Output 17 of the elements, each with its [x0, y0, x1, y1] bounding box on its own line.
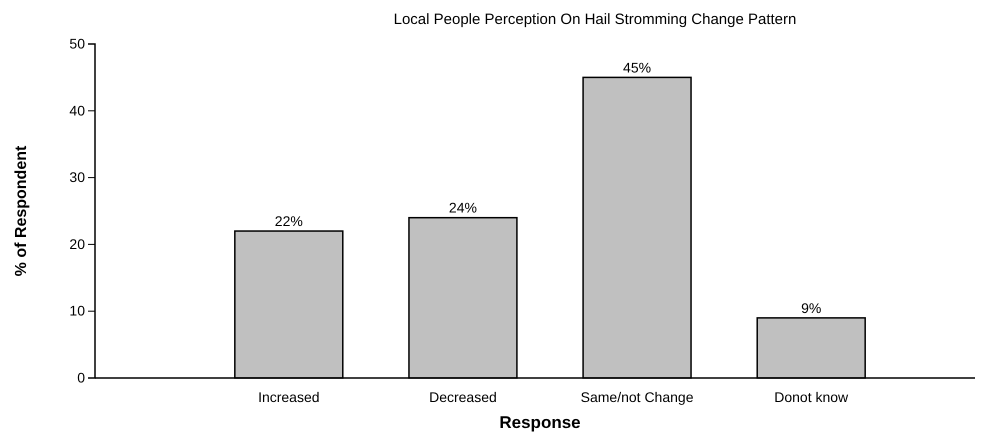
chart-title: Local People Perception On Hail Stromming Change Pattern: [394, 11, 796, 28]
y-axis-title: % of Respondent: [13, 145, 30, 276]
data-label: 45%: [623, 59, 652, 76]
y-tick-label: 20: [69, 236, 86, 252]
x-tick-label: Donot know: [774, 389, 850, 405]
data-label: 24%: [448, 200, 477, 216]
data-label: 22%: [274, 213, 303, 230]
y-tick-label: 40: [69, 102, 86, 118]
x-tick-label: Increased: [258, 389, 320, 405]
y-tick-label: 50: [69, 35, 86, 52]
x-tick-label: Same/not Change: [580, 389, 694, 405]
x-tick-label: Decreased: [429, 389, 497, 405]
data-label: 9%: [801, 300, 822, 316]
y-tick-label: 10: [69, 302, 86, 319]
y-tick-label: 0: [77, 369, 86, 386]
x-axis-title: Response: [499, 413, 581, 432]
y-tick-label: 30: [69, 169, 86, 186]
